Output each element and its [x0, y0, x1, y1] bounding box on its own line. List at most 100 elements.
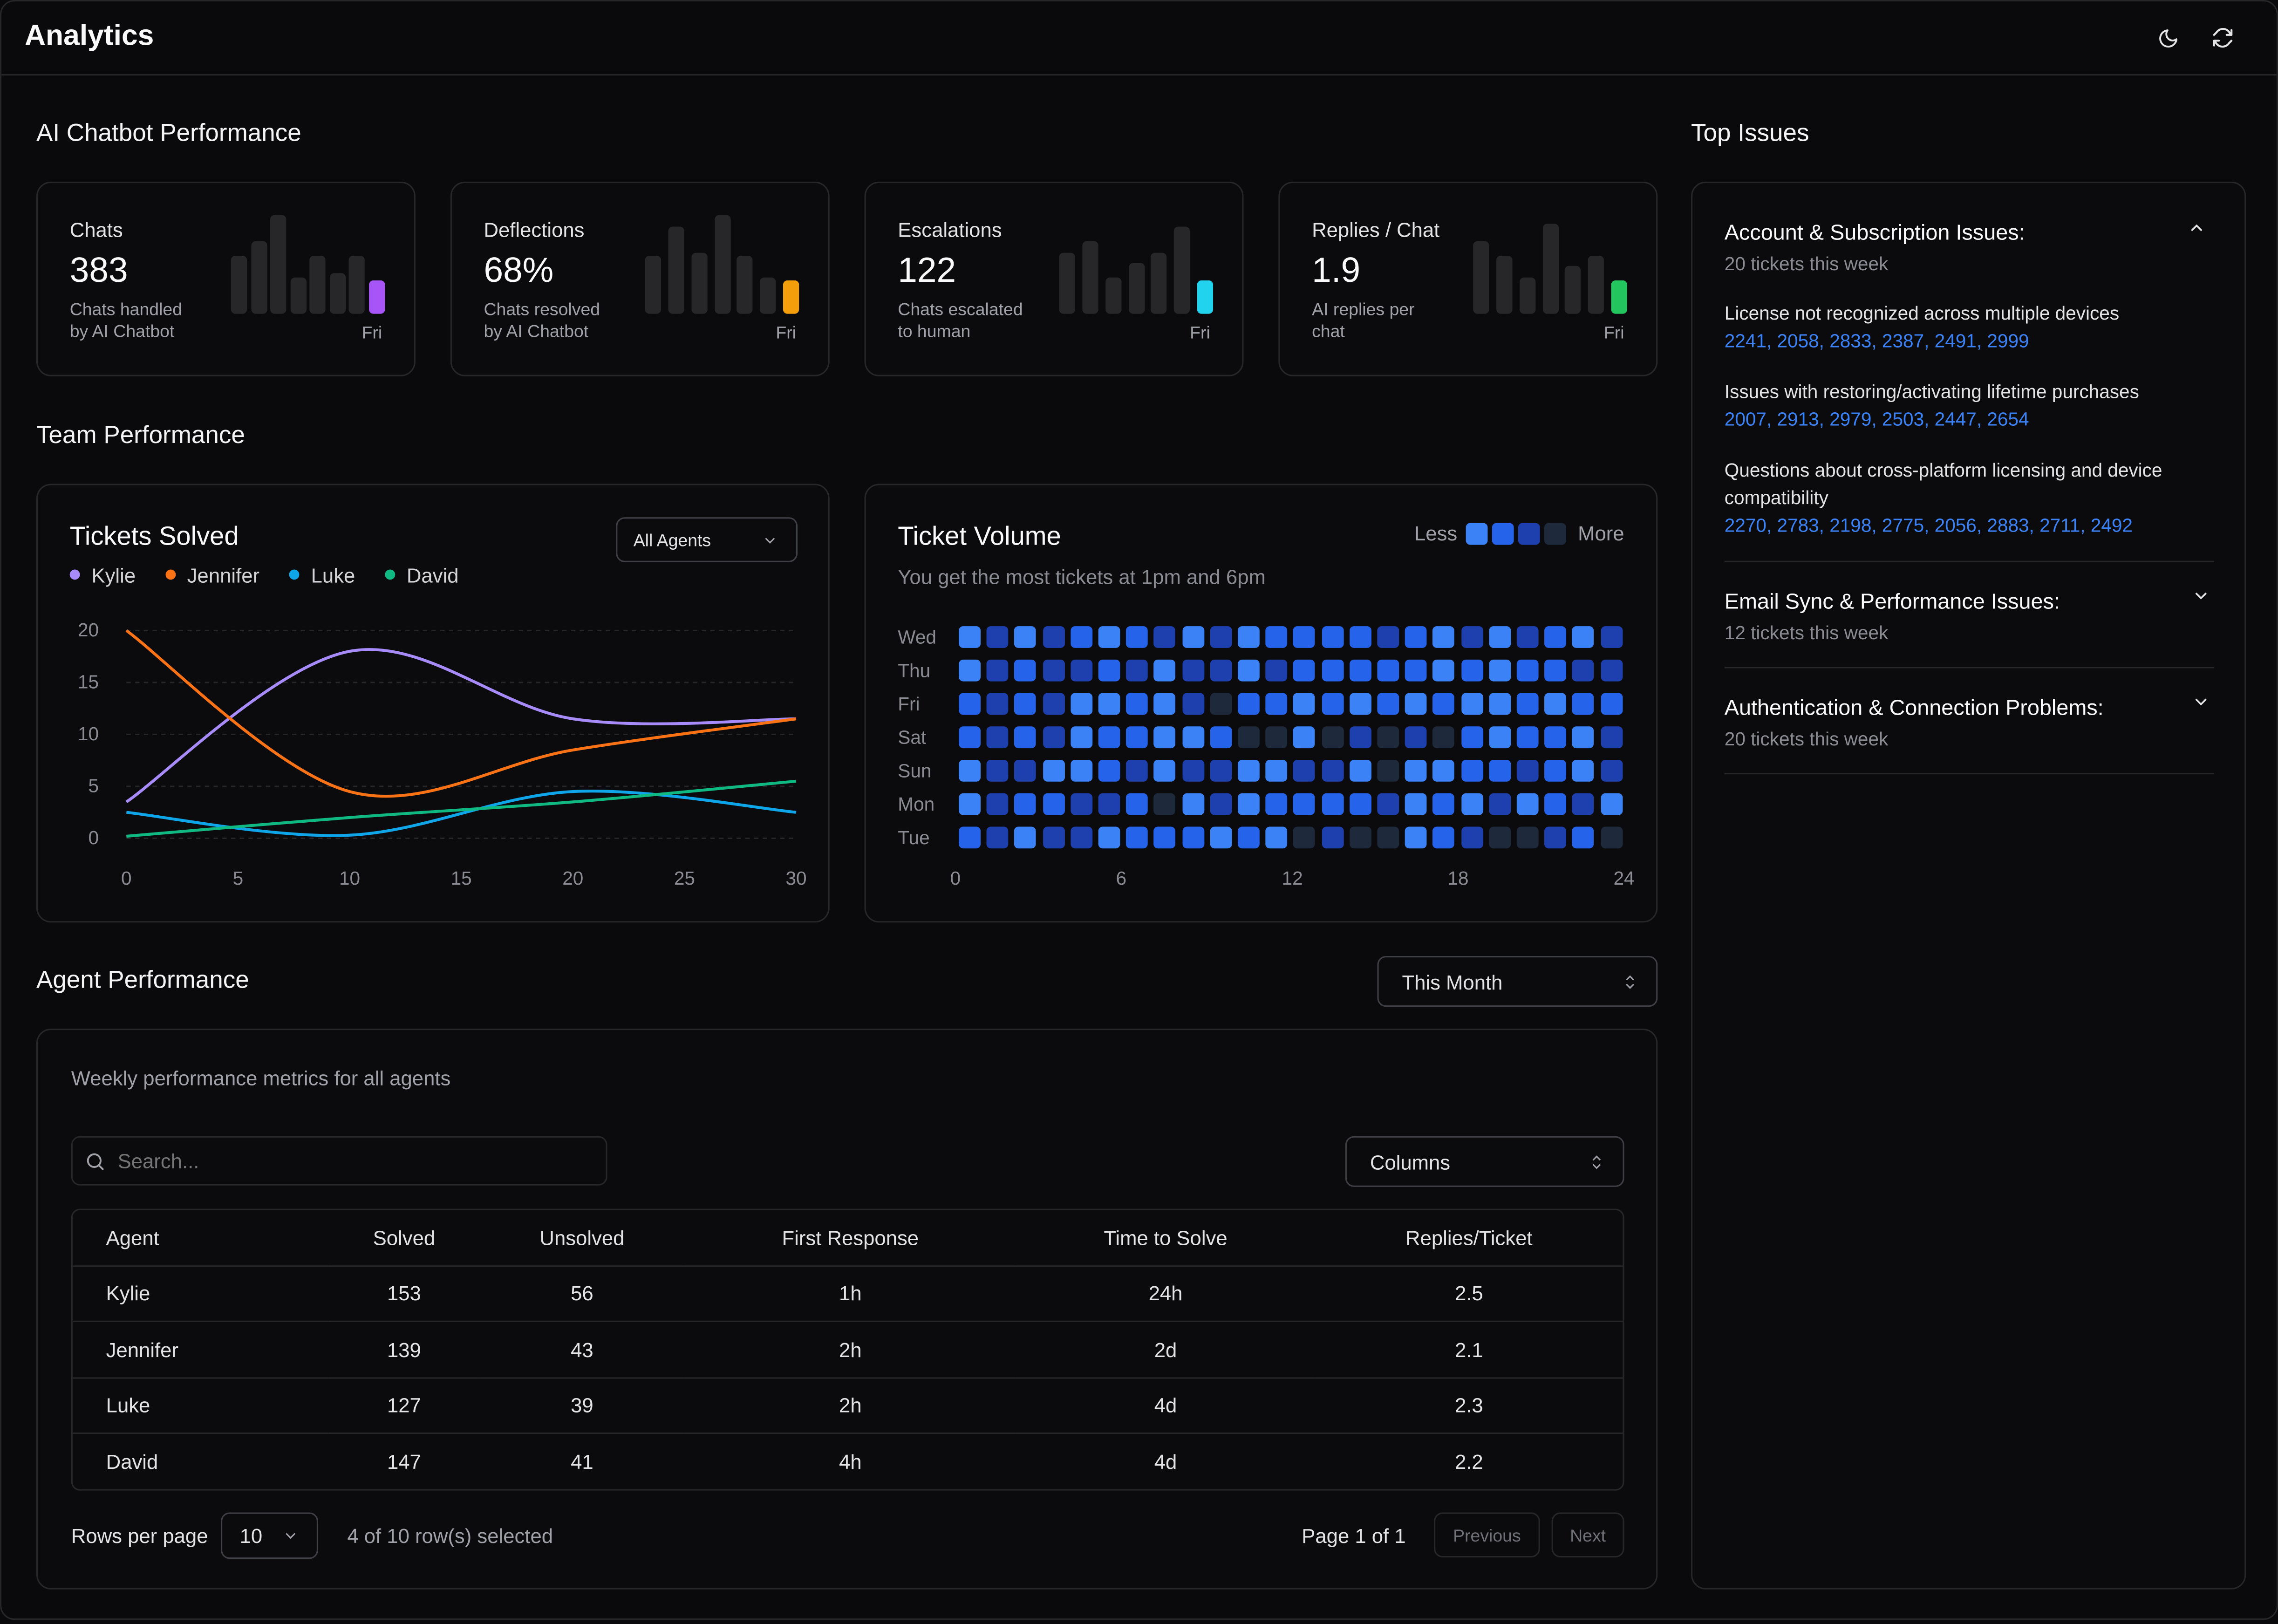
table-row[interactable]: Luke 127 39 2h 4d 2.3: [72, 1377, 1623, 1434]
kpi-mini-chart: [231, 209, 385, 314]
previous-page-button[interactable]: Previous: [1434, 1512, 1540, 1558]
heatmap-cell: [1600, 626, 1623, 648]
issue-group-title[interactable]: Email Sync & Performance Issues:: [1724, 590, 2060, 615]
table-header-cell[interactable]: Replies/Ticket: [1315, 1210, 1623, 1266]
heatmap-cell: [1154, 760, 1176, 782]
heatmap-cell: [1377, 826, 1399, 849]
heatmap-day-label: Fri: [898, 693, 920, 715]
ticket-volume-title: Ticket Volume: [898, 521, 1061, 551]
search-input[interactable]: [117, 1149, 583, 1173]
issue-item-text: Questions about cross-platform licensing…: [1724, 459, 2162, 509]
heatmap-cell: [1321, 760, 1344, 782]
heatmap-cell: [1182, 659, 1204, 682]
kpi-day: Fri: [1603, 322, 1624, 343]
heatmap-cell: [1433, 693, 1455, 715]
table-header-cell[interactable]: Solved: [328, 1210, 480, 1266]
refresh-icon[interactable]: [2207, 22, 2239, 54]
heatmap-cell: [1126, 659, 1148, 682]
heatmap-cell: [1544, 693, 1567, 715]
heatmap-cell: [1265, 826, 1288, 849]
issue-ticket-links[interactable]: 2241, 2058, 2833, 2387, 2491, 2999: [1724, 329, 2029, 352]
heatmap-cell: [1516, 826, 1539, 849]
heatmap-cell: [1377, 626, 1399, 648]
heatmap-cell: [1070, 626, 1092, 648]
table-header-cell[interactable]: Agent: [72, 1210, 329, 1266]
heatmap-cell: [1405, 693, 1427, 715]
legend-dot-icon: [165, 569, 176, 580]
heatmap-cell: [1182, 793, 1204, 815]
search-field[interactable]: [71, 1136, 607, 1186]
period-select[interactable]: This Month: [1377, 956, 1658, 1007]
table-cell: 147: [387, 1450, 421, 1474]
table-header-cell[interactable]: First Response: [684, 1210, 1016, 1266]
table-row[interactable]: Kylie 153 56 1h 24h 2.5: [72, 1265, 1623, 1322]
columns-select[interactable]: Columns: [1345, 1136, 1624, 1187]
kpi-card: Replies / Chat 1.9 AI replies per chat Fri: [1278, 181, 1658, 376]
heatmap-day-label: Sat: [898, 726, 927, 749]
chevron-up-icon[interactable]: [2186, 218, 2207, 239]
top-issues-card: Account & Subscription Issues: 20 ticket…: [1691, 181, 2246, 1590]
next-page-button[interactable]: Next: [1551, 1512, 1624, 1558]
heatmap-cell: [1238, 726, 1260, 749]
chevron-down-icon[interactable]: [2191, 691, 2211, 712]
heatmap-cell: [1349, 626, 1371, 648]
heatmap-cell: [1600, 659, 1623, 682]
heatmap-cell: [987, 826, 1009, 849]
kpi-mini-bar: [1542, 224, 1558, 314]
issue-ticket-links[interactable]: 2270, 2783, 2198, 2775, 2056, 2883, 2711…: [1724, 514, 2133, 536]
heatmap-cell: [959, 659, 981, 682]
heatmap-cell: [1265, 760, 1288, 782]
rows-per-page-select[interactable]: 10: [221, 1512, 318, 1559]
heatmap-cell: [1572, 659, 1595, 682]
heatmap-cell: [1070, 726, 1092, 749]
moon-icon[interactable]: [2152, 22, 2184, 54]
kpi-mini-bar: [1105, 277, 1121, 314]
issue-group-count: 20 tickets this week: [1724, 252, 1889, 275]
table-header-cell[interactable]: Unsolved: [479, 1210, 685, 1266]
legend-dot-icon: [69, 569, 80, 580]
heatmap-cell: [1572, 826, 1595, 849]
kpi-mini-bar: [270, 215, 286, 314]
page-indicator: Page 1 of 1: [1302, 1524, 1406, 1548]
agent-filter-select[interactable]: All Agents: [616, 517, 798, 562]
heatmap-cell: [1015, 826, 1037, 849]
table-row[interactable]: David 147 41 4h 4d 2.2: [73, 1433, 1623, 1489]
heatmap-cell: [1321, 693, 1344, 715]
issue-group-title[interactable]: Authentication & Connection Problems:: [1724, 696, 2104, 721]
x-tick-label: 0: [121, 867, 132, 889]
heatmap-cell: [1015, 626, 1037, 648]
heatmap-cell: [1461, 693, 1483, 715]
table-cell: Jennifer: [72, 1321, 329, 1378]
kpi-mini-bar: [1519, 277, 1535, 314]
heatmap-cell: [1461, 659, 1483, 682]
issue-ticket-links[interactable]: 2007, 2913, 2979, 2503, 2447, 2654: [1724, 408, 2029, 430]
heatmap-cell: [1461, 760, 1483, 782]
kpi-mini-bar: [1496, 255, 1512, 314]
heatmap-cell: [1516, 760, 1539, 782]
kpi-mini-bar: [760, 277, 776, 314]
heatmap-cell: [1182, 726, 1204, 749]
table-cell: 4d: [1016, 1377, 1316, 1434]
legend-kylie: Kylie: [69, 563, 136, 586]
x-tick-label: 20: [562, 867, 583, 889]
heatmap-day-label: Thu: [898, 659, 931, 682]
heatmap-cell: [1015, 726, 1037, 749]
heatmap-cell: [1488, 726, 1511, 749]
heatmap-cell: [1238, 693, 1260, 715]
table-header-cell[interactable]: Time to Solve: [1016, 1210, 1316, 1266]
table-cell: 2.5: [1315, 1265, 1623, 1322]
heatmap-cell: [1070, 659, 1092, 682]
heatmap-cell: [1265, 626, 1288, 648]
table-cell: 56: [479, 1265, 685, 1322]
kpi-label: Escalations: [898, 218, 1002, 241]
agents-table: Agent Solved Unsolved First Response Time to…: [72, 1210, 1623, 1489]
heatmap-cell: [1461, 793, 1483, 815]
table-header-row: Agent Solved Unsolved First Response Time to…: [72, 1210, 1623, 1266]
kpi-mini-chart: [645, 209, 799, 314]
heatmap-cell: [1516, 659, 1539, 682]
heatmap-cell: [987, 659, 1009, 682]
table-row[interactable]: Jennifer 139 43 2h 2d 2.1: [72, 1321, 1623, 1378]
chevron-down-icon[interactable]: [2191, 586, 2211, 606]
issue-group-count: 20 tickets this week: [1724, 728, 1889, 750]
